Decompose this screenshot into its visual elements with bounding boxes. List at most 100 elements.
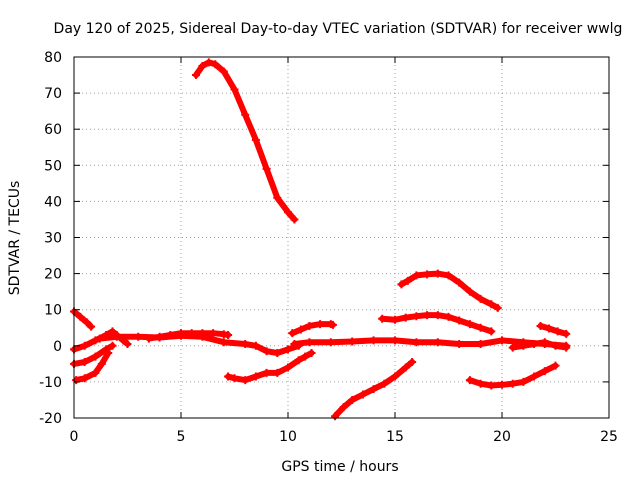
x-axis-title: GPS time / hours: [281, 459, 398, 475]
data-point: [251, 341, 260, 350]
data-point: [76, 312, 85, 321]
x-tick-label: 0: [70, 429, 79, 445]
data-point: [553, 327, 562, 336]
data-point: [412, 271, 421, 280]
data-point: [108, 341, 117, 350]
data-point: [82, 318, 91, 327]
data-point: [224, 330, 233, 339]
data-point: [455, 339, 464, 348]
data-point: [198, 329, 207, 338]
data-point: [273, 368, 282, 377]
y-tick-label: 30: [44, 231, 62, 247]
data-point: [155, 332, 164, 341]
data-point: [369, 385, 378, 394]
data-point: [331, 412, 340, 421]
data-point: [391, 336, 399, 345]
data-point: [296, 325, 305, 334]
data-point: [562, 343, 571, 352]
data-point: [508, 343, 517, 352]
data-point: [401, 363, 410, 372]
series-line: [537, 322, 570, 337]
data-point: [397, 280, 406, 289]
data-point: [562, 329, 571, 338]
grid: [74, 57, 609, 418]
data-point: [305, 338, 314, 347]
y-tick-label: -20: [39, 411, 62, 427]
data-point: [508, 379, 517, 388]
data-point: [378, 314, 387, 323]
data-point: [551, 341, 560, 350]
data-point: [487, 327, 496, 336]
series-arc-16: [536, 321, 571, 338]
data-point: [191, 71, 200, 80]
data-point: [294, 356, 303, 365]
data-point: [423, 311, 432, 320]
data-point: [273, 349, 282, 358]
data-point: [262, 368, 271, 377]
data-point: [284, 208, 292, 217]
data-point: [433, 269, 442, 278]
data-point: [455, 316, 464, 325]
series-arc-4: [72, 349, 113, 385]
data-point: [241, 376, 250, 385]
data-point: [326, 338, 335, 347]
data-point: [455, 278, 464, 287]
data-point: [187, 329, 196, 338]
y-tick-label: 70: [44, 86, 62, 102]
data-point: [224, 372, 233, 381]
data-point: [108, 327, 117, 336]
data-point: [401, 313, 410, 322]
data-point: [444, 271, 453, 280]
data-point: [519, 377, 528, 386]
data-point: [476, 323, 485, 332]
data-point: [403, 276, 412, 285]
ticks: 0 5 10 15 20 25 -20 -10 0 10 20 30 40 50 60 70 80: [39, 50, 618, 445]
y-tick-label: 40: [44, 194, 62, 210]
series-arc-11: [331, 358, 417, 421]
series-arc-14: [465, 361, 560, 390]
data-point: [219, 67, 228, 76]
data-point: [348, 395, 357, 404]
data-point: [177, 329, 185, 338]
data-point: [204, 58, 213, 67]
y-tick-label: 20: [44, 267, 62, 283]
chart-title: Day 120 of 2025, Sidereal Day-to-day VTE…: [54, 21, 623, 37]
data-layer: [70, 58, 571, 421]
data-point: [251, 372, 260, 381]
data-point: [91, 368, 100, 377]
data-point: [487, 300, 496, 309]
y-tick-label: 10: [44, 303, 62, 319]
data-point: [273, 193, 282, 202]
x-tick-label: 20: [493, 429, 511, 445]
series-arc-13: [397, 269, 502, 312]
data-point: [493, 303, 502, 312]
series-arc-7: [191, 58, 299, 224]
series-line: [225, 350, 315, 384]
data-point: [433, 311, 442, 320]
data-point: [545, 324, 554, 333]
data-point: [134, 332, 143, 341]
data-point: [91, 352, 100, 361]
data-point: [307, 349, 316, 358]
data-point: [433, 338, 442, 347]
y-tick-label: 50: [44, 158, 62, 174]
series-line: [71, 308, 95, 330]
series-arc-9: [288, 320, 337, 338]
x-tick-label: 10: [279, 429, 297, 445]
data-point: [498, 380, 506, 389]
data-point: [412, 338, 421, 347]
data-point: [209, 329, 218, 338]
data-point: [284, 345, 292, 354]
data-point: [369, 336, 378, 345]
y-axis-title: SDTVAR / TECUs: [7, 181, 23, 296]
data-point: [301, 352, 310, 361]
data-point: [198, 62, 207, 71]
data-point: [288, 329, 297, 338]
data-point: [123, 339, 132, 348]
data-point: [358, 390, 367, 399]
data-point: [540, 367, 549, 376]
data-point: [305, 321, 314, 330]
data-point: [380, 379, 389, 388]
y-tick-label: -10: [39, 375, 62, 391]
